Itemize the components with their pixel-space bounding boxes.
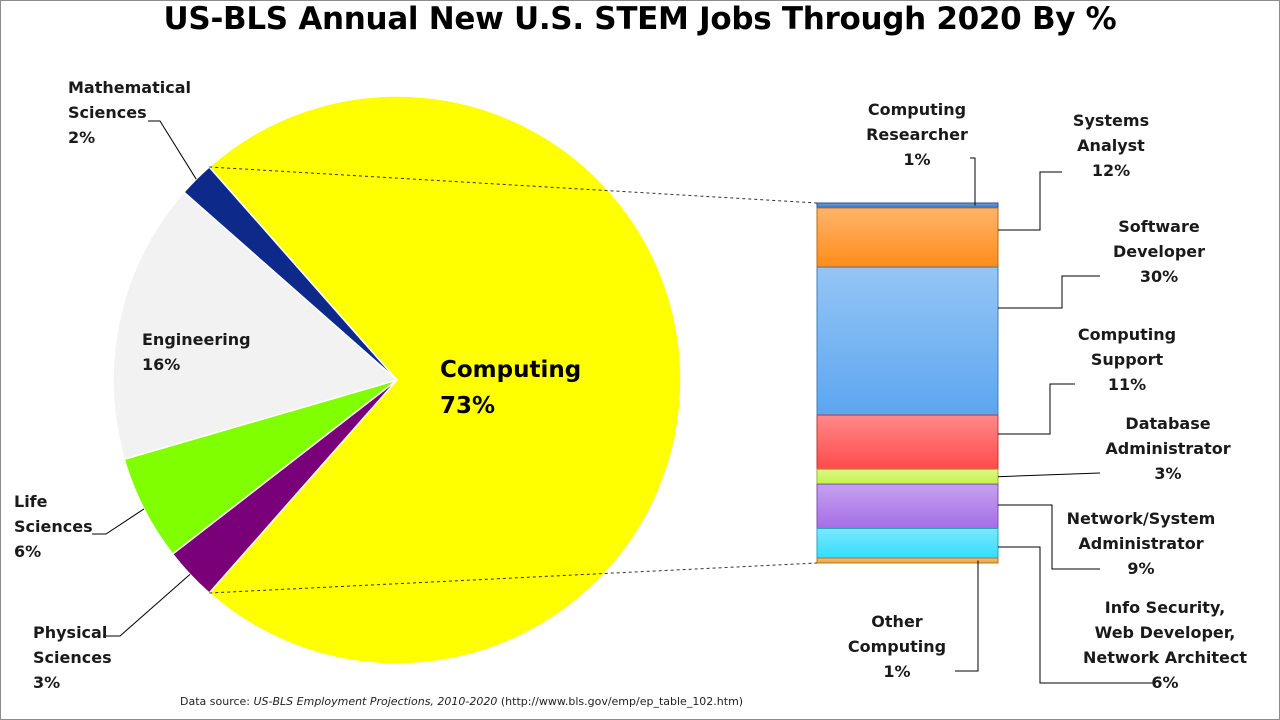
leader-software-developer: [998, 275, 1100, 309]
bar-segment-computing-support: [816, 414, 999, 470]
label-computing: Computing 73%: [440, 357, 582, 419]
bar-segment-systems-analyst: [816, 207, 999, 268]
label-life-sciences: Life Sciences 6%: [14, 492, 93, 561]
leader-physical-sciences: [103, 574, 191, 637]
label-engineering: Engineering 16%: [142, 330, 251, 374]
pie: [112, 95, 682, 665]
label-database-administrator: Database Administrator 3%: [1105, 414, 1231, 483]
label-info-security: Info Security, Web Developer, Network Arch…: [1082, 598, 1248, 692]
bar-segment-computing-researcher: [816, 202, 999, 209]
leader-other-computing: [955, 560, 979, 672]
bar-segment-info-security-web-developer-network-architect: [816, 527, 999, 559]
leader-life-sciences: [92, 508, 145, 535]
leader-mathematical-sciences: [148, 120, 197, 180]
bar-segment-database-administrator: [816, 468, 999, 485]
leader-network-system-administrator: [998, 504, 1100, 570]
label-computing-researcher: Computing Researcher 1%: [866, 100, 968, 169]
leader-computing-support: [998, 383, 1075, 435]
bar-segment-network-system-administrator: [816, 483, 999, 529]
data-source-note: Data source: US-BLS Employment Projectio…: [180, 695, 744, 708]
label-other-computing: Other Computing 1%: [847, 612, 947, 681]
pie-slice-engineering: [112, 191, 399, 461]
label-physical-sciences: Physical Sciences 3%: [33, 623, 112, 692]
bar-segment-software-developer: [816, 266, 999, 416]
pie-slice-computing: [208, 95, 682, 665]
label-software-developer: Software Developer 30%: [1112, 217, 1206, 286]
chart-title: US-BLS Annual New U.S. STEM Jobs Through…: [163, 1, 1117, 37]
stacked-bar: [816, 202, 999, 564]
label-computing-support: Computing Support 11%: [1077, 325, 1177, 394]
bar-segment-other-computing: [816, 557, 999, 564]
leader-computing-researcher: [970, 157, 976, 206]
label-network-system-administrator: Network/System Administrator 9%: [1066, 509, 1216, 578]
label-systems-analyst: Systems Analyst 12%: [1072, 111, 1150, 180]
leader-info-security: [998, 546, 1155, 684]
label-mathematical-sciences: Mathematical Sciences 2%: [68, 78, 191, 147]
leader-database-administrator: [997, 472, 1101, 478]
leader-systems-analyst: [998, 171, 1062, 231]
